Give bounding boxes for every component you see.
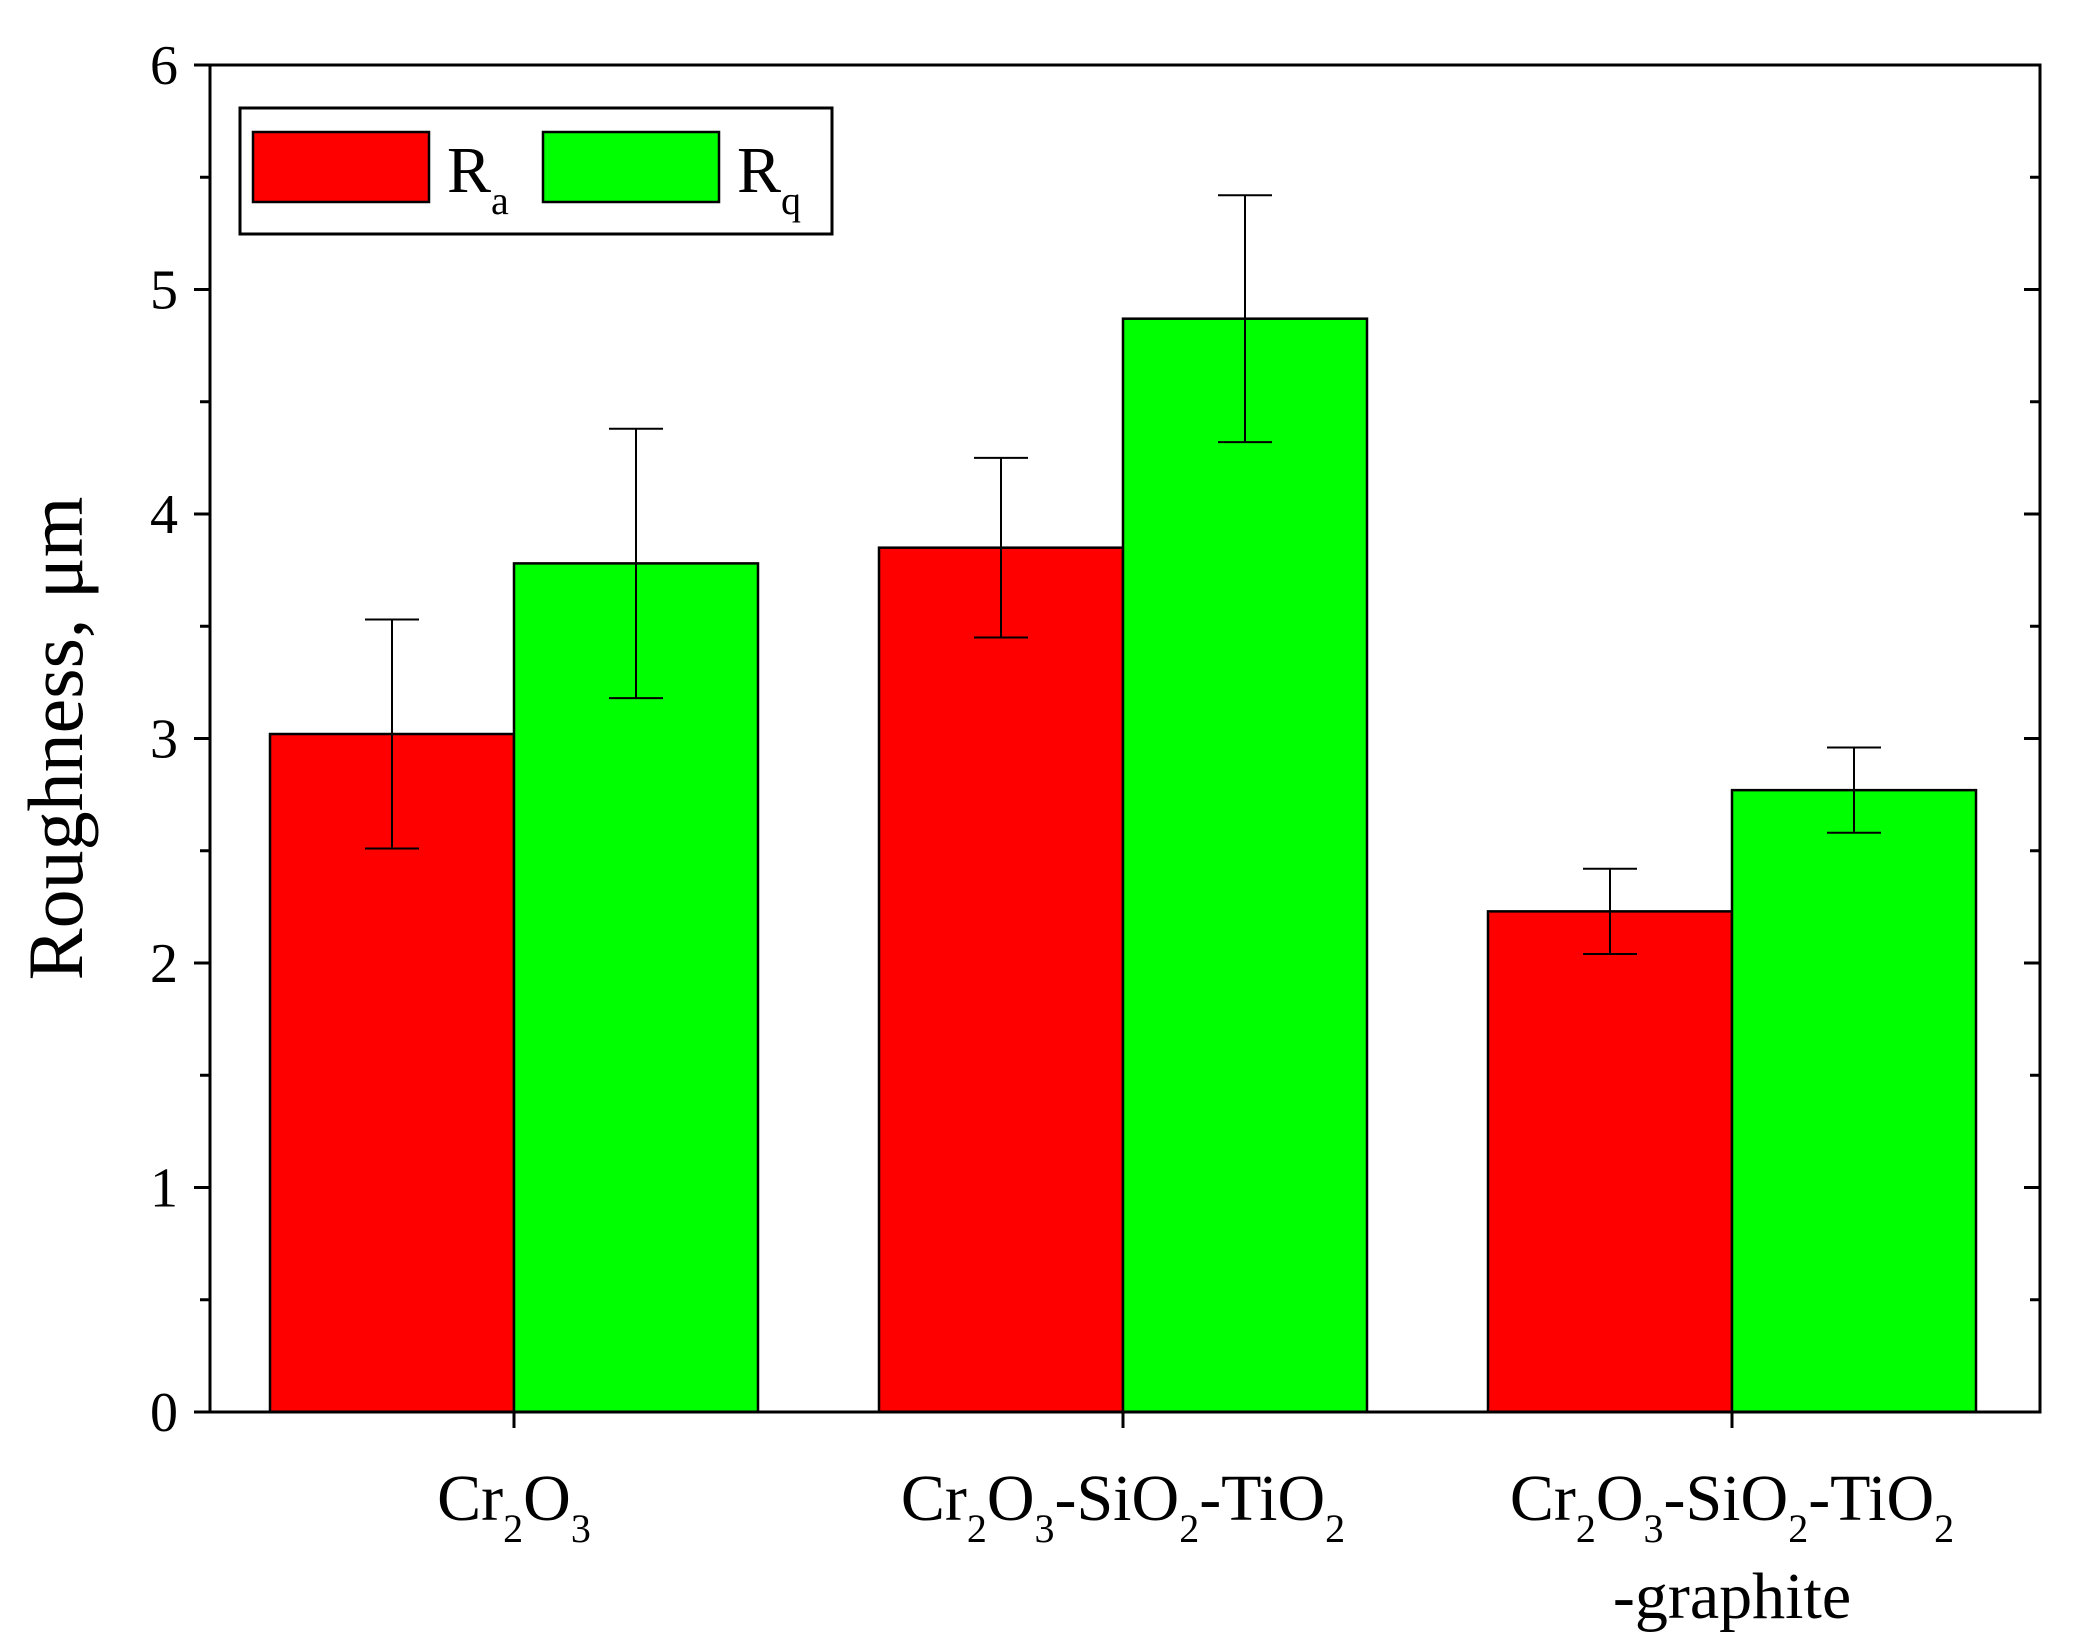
text-run: -TiO [1199,1462,1325,1535]
y-tick-label: 3 [150,709,178,771]
category-label-2: Cr2O3-SiO2-TiO2 [1510,1462,1954,1551]
text-run: R [737,134,781,207]
subscript: 2 [1179,1506,1199,1551]
text-run: Cr [437,1462,503,1535]
legend-swatch-ra [251,130,431,204]
legend-label-rq: Rq [737,134,801,223]
subscript: 3 [1035,1506,1055,1551]
subscript: 3 [571,1506,591,1551]
category-label-1: Cr2O3-SiO2-TiO2 [901,1462,1345,1551]
y-tick-label: 5 [150,260,178,322]
category-label-0: Cr2O3 [437,1462,591,1551]
subscript: 2 [1325,1506,1345,1551]
text-run: O [987,1462,1035,1535]
y-tick-label: 4 [150,484,178,546]
text-run: O [523,1462,571,1535]
subscript: 2 [1788,1506,1808,1551]
bar-ra-1 [877,546,1125,1414]
subscript: 2 [967,1506,987,1551]
y-axis-title: Roughness, μm [12,497,99,981]
bar-rq-2 [1730,788,1978,1414]
subscript: q [781,178,801,223]
bar-rq-1 [1121,317,1369,1414]
subscript: 2 [1576,1506,1596,1551]
text-run: -graphite [1613,1560,1851,1633]
text-run: O [1596,1462,1644,1535]
category-label-2: -graphite [1613,1560,1851,1633]
subscript: 3 [1644,1506,1664,1551]
y-tick-label: 6 [150,35,178,97]
text-run: -SiO [1055,1462,1180,1535]
y-tick-label: 1 [150,1158,178,1220]
text-run: Cr [901,1462,967,1535]
y-tick-label: 0 [150,1382,178,1444]
subscript: 2 [1934,1506,1954,1551]
text-run: R [447,134,491,207]
bar-ra-2 [1486,910,1734,1414]
y-tick-label: 2 [150,933,178,995]
text-run: Cr [1510,1462,1576,1535]
text-run: -SiO [1664,1462,1789,1535]
text-run: -TiO [1808,1462,1934,1535]
subscript: 2 [503,1506,523,1551]
subscript: a [491,178,509,223]
legend-label-ra: Ra [447,134,509,223]
legend-swatch-rq [541,130,721,204]
